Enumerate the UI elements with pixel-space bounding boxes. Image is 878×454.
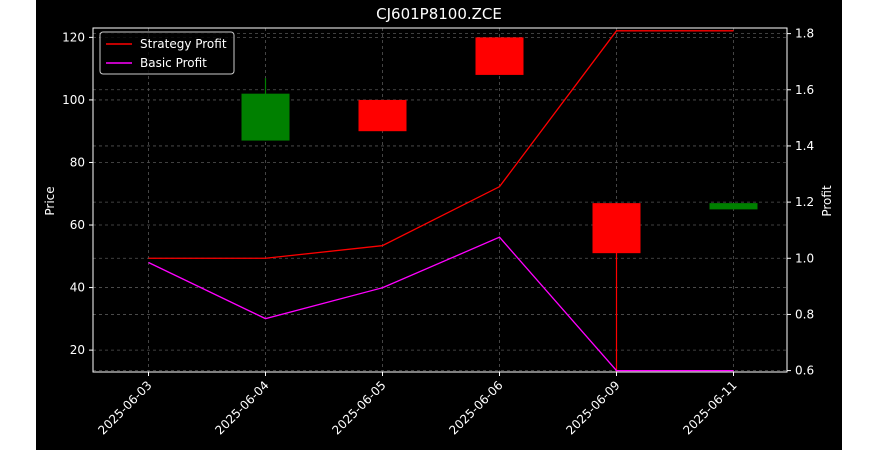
y-tick-label-right: 1.0 <box>795 251 814 265</box>
candle-body-2025-06-04 <box>242 94 290 141</box>
legend: Strategy Profit Basic Profit <box>100 32 234 74</box>
y-tick-label-right: 1.8 <box>795 27 814 41</box>
candle-body-2025-06-09 <box>593 203 641 253</box>
y-tick-label-right: 0.6 <box>795 364 814 378</box>
legend-label-basic-profit: Basic Profit <box>140 56 207 70</box>
y-tick-label-left: 40 <box>70 281 85 295</box>
legend-label-strategy-profit: Strategy Profit <box>140 37 227 51</box>
y-axis-label-right: Profit <box>820 185 834 217</box>
y-tick-label-right: 1.4 <box>795 139 814 153</box>
chart-title: CJ601P8100.ZCE <box>376 5 502 23</box>
candle-body-2025-06-06 <box>476 37 524 75</box>
candle-body-2025-06-11 <box>710 203 758 209</box>
y-tick-label-right: 1.6 <box>795 83 814 97</box>
y-tick-label-right: 1.2 <box>795 195 814 209</box>
candle-body-2025-06-05 <box>359 100 407 131</box>
y-tick-label-right: 0.8 <box>795 307 814 321</box>
y-tick-label-left: 60 <box>70 218 85 232</box>
y-tick-label-left: 20 <box>70 343 85 357</box>
y-axis-label-left: Price <box>43 186 57 215</box>
y-tick-label-left: 120 <box>62 30 85 44</box>
y-tick-label-left: 100 <box>62 93 85 107</box>
y-tick-label-left: 80 <box>70 155 85 169</box>
